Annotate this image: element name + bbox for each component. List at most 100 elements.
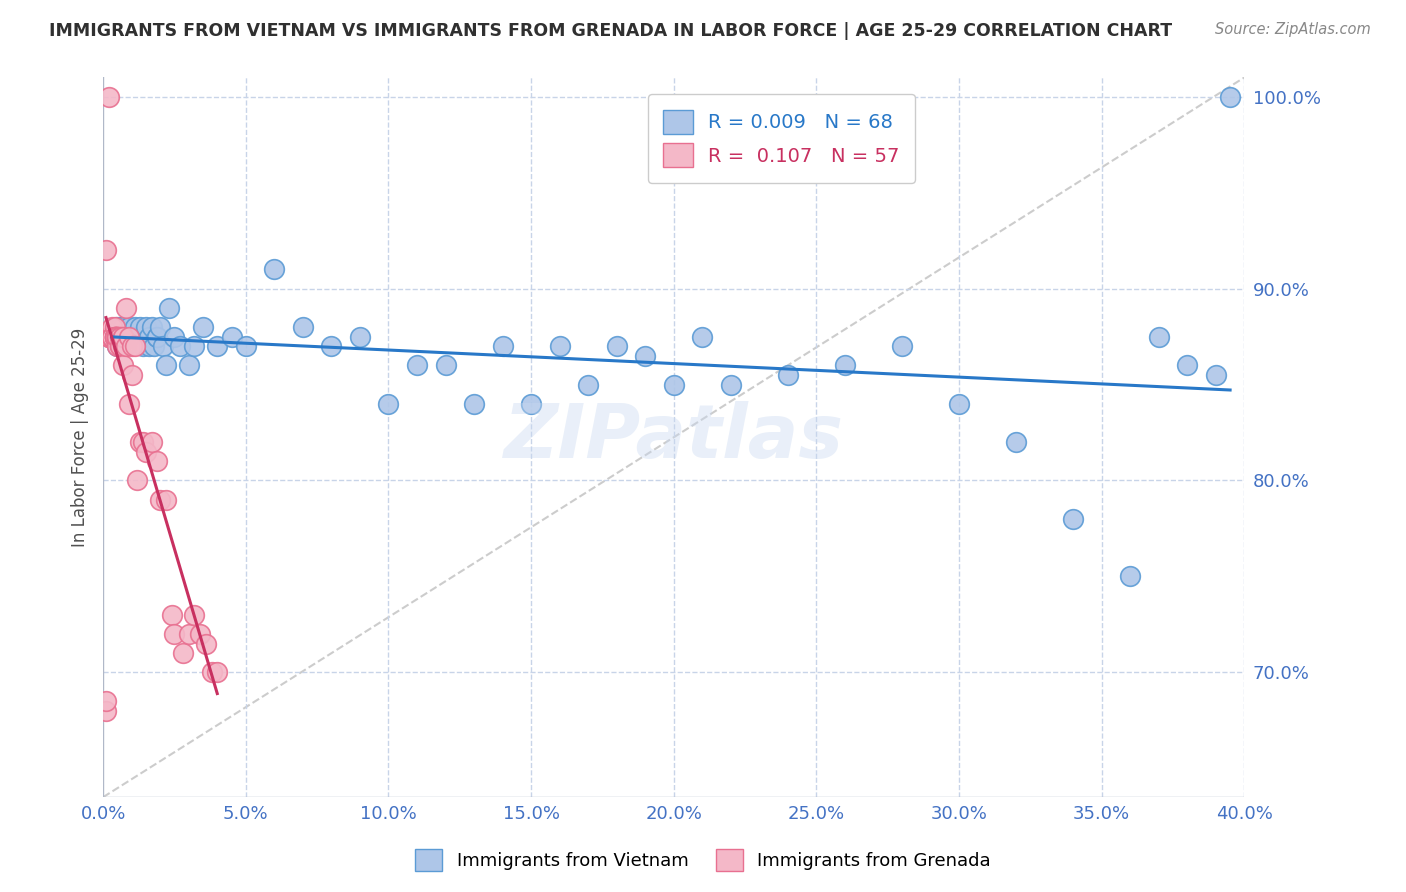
Point [132, 339, 155, 353]
Point [177, 359, 200, 373]
Point [105, 329, 128, 343]
Point [110, 339, 132, 353]
Point [291, 320, 314, 334]
Point [200, 665, 222, 680]
Point [1119, 569, 1142, 583]
Point [127, 329, 149, 343]
Point [434, 359, 457, 373]
Point [103, 329, 125, 343]
Point [105, 339, 128, 353]
Point [112, 359, 135, 373]
Point [183, 339, 205, 353]
Legend: Immigrants from Vietnam, Immigrants from Grenada: Immigrants from Vietnam, Immigrants from… [408, 842, 998, 879]
Point [115, 329, 138, 343]
Point [183, 607, 205, 622]
Point [97, 329, 120, 343]
Point [834, 359, 856, 373]
Point [141, 435, 163, 450]
Point [127, 474, 149, 488]
Point [100, 329, 122, 343]
Point [105, 329, 128, 343]
Point [127, 329, 149, 343]
Point [110, 329, 132, 343]
Legend: R = 0.009   N = 68, R =  0.107   N = 57: R = 0.009 N = 68, R = 0.107 N = 57 [648, 95, 915, 183]
Point [94, 704, 117, 718]
Point [118, 397, 141, 411]
Point [188, 627, 211, 641]
Point [110, 329, 132, 343]
Point [235, 339, 257, 353]
Point [100, 329, 122, 343]
Point [135, 320, 157, 334]
Point [263, 262, 285, 277]
Point [112, 329, 135, 343]
Point [112, 329, 135, 343]
Point [948, 397, 970, 411]
Point [100, 329, 122, 343]
Point [149, 492, 172, 507]
Point [112, 329, 135, 343]
Point [103, 329, 125, 343]
Point [1062, 512, 1084, 526]
Point [891, 339, 914, 353]
Point [1005, 435, 1028, 450]
Point [100, 329, 122, 343]
Point [576, 377, 599, 392]
Point [135, 444, 157, 458]
Point [115, 329, 138, 343]
Point [377, 397, 399, 411]
Point [155, 492, 177, 507]
Y-axis label: In Labor Force | Age 25-29: In Labor Force | Age 25-29 [72, 327, 89, 547]
Point [143, 339, 166, 353]
Point [163, 329, 186, 343]
Point [94, 694, 117, 708]
Point [105, 329, 128, 343]
Point [548, 339, 571, 353]
Point [103, 329, 125, 343]
Point [463, 397, 485, 411]
Point [121, 368, 143, 382]
Text: IMMIGRANTS FROM VIETNAM VS IMMIGRANTS FROM GRENADA IN LABOR FORCE | AGE 25-29 CO: IMMIGRANTS FROM VIETNAM VS IMMIGRANTS FR… [49, 22, 1173, 40]
Point [157, 301, 180, 315]
Point [138, 329, 160, 343]
Point [406, 359, 429, 373]
Point [118, 329, 141, 343]
Point [121, 329, 143, 343]
Point [138, 339, 160, 353]
Point [146, 329, 169, 343]
Point [1219, 89, 1241, 103]
Point [520, 397, 543, 411]
Point [634, 349, 657, 363]
Point [491, 339, 513, 353]
Point [662, 377, 685, 392]
Point [163, 627, 186, 641]
Point [1147, 329, 1170, 343]
Point [169, 339, 191, 353]
Point [146, 329, 169, 343]
Point [105, 329, 128, 343]
Point [155, 359, 177, 373]
Point [103, 329, 125, 343]
Point [160, 607, 183, 622]
Point [152, 339, 174, 353]
Point [97, 329, 120, 343]
Point [207, 339, 229, 353]
Point [100, 320, 122, 334]
Point [100, 329, 122, 343]
Point [110, 339, 132, 353]
Point [105, 320, 128, 334]
Point [149, 320, 172, 334]
Point [97, 329, 120, 343]
Point [146, 454, 169, 468]
Point [112, 339, 135, 353]
Point [115, 339, 138, 353]
Point [105, 329, 128, 343]
Point [129, 320, 152, 334]
Point [112, 320, 135, 334]
Point [606, 339, 628, 353]
Point [1175, 359, 1198, 373]
Point [124, 339, 146, 353]
Point [118, 320, 141, 334]
Point [105, 339, 128, 353]
Text: Source: ZipAtlas.com: Source: ZipAtlas.com [1215, 22, 1371, 37]
